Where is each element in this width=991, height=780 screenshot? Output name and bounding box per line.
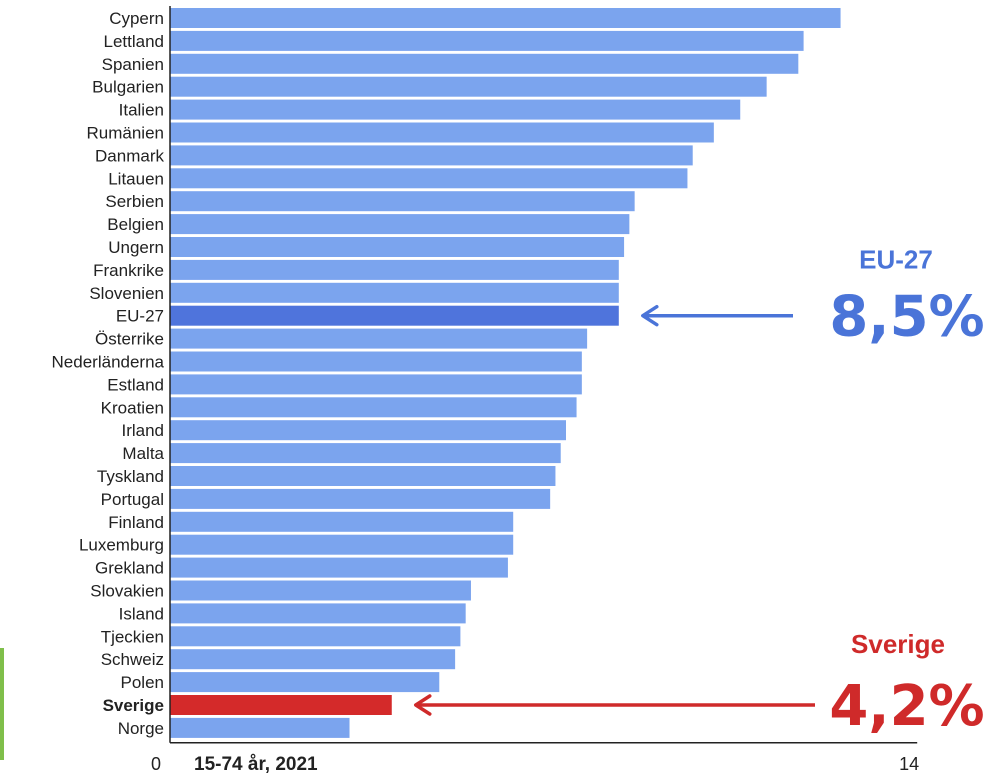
bar-norge (170, 717, 350, 738)
bar-belgien (170, 214, 630, 235)
category-label-nederlanderna: Nederländerna (52, 353, 165, 372)
category-label-ungern: Ungern (108, 238, 164, 257)
bar-cypern (170, 8, 841, 28)
bar-nederlanderna (170, 351, 582, 372)
category-label-island: Island (119, 604, 164, 623)
bar-sverige (170, 695, 392, 715)
category-label-sverige: Sverige (103, 696, 164, 715)
bar-malta (170, 443, 561, 464)
bar-osterrike (170, 328, 588, 349)
category-label-portugal: Portugal (101, 490, 164, 509)
category-label-malta: Malta (122, 444, 164, 463)
category-label-lettland: Lettland (104, 32, 165, 51)
category-label-rumanien: Rumänien (87, 124, 165, 143)
category-label-irland: Irland (121, 421, 164, 440)
category-label-serbien: Serbien (105, 192, 164, 211)
bar-kroatien (170, 397, 577, 418)
bar-island (170, 603, 466, 624)
bar-danmark (170, 145, 693, 166)
category-label-belgien: Belgien (107, 215, 164, 234)
x-tick-label-max: 14 (899, 754, 919, 774)
bar-rumanien (170, 122, 714, 143)
category-label-spanien: Spanien (102, 55, 164, 74)
bar-slovenien (170, 282, 619, 303)
category-label-slovenien: Slovenien (89, 284, 164, 303)
category-labels: Cypern Lettland Spanien Bulgarien Italien Rum… (52, 9, 165, 738)
category-label-slovakien: Slovakien (90, 582, 164, 601)
bar-tyskland (170, 466, 556, 486)
chart-subtitle: 15-74 år, 2021 (194, 754, 318, 775)
bar-finland (170, 511, 514, 532)
category-label-finland: Finland (108, 513, 164, 532)
left-edge-accent (0, 648, 4, 760)
bar-spanien (170, 53, 799, 74)
category-label-schweiz: Schweiz (101, 650, 164, 669)
x-tick-label-min: 0 (151, 754, 161, 774)
category-label-norge: Norge (118, 719, 164, 738)
annotation-arrow-head-sverige (414, 694, 432, 716)
category-label-kroatien: Kroatien (101, 398, 164, 417)
annotations-group: EU-27 8,5% Sverige 4,2% (414, 245, 985, 739)
category-label-italien: Italien (119, 101, 164, 120)
category-label-estland: Estland (107, 375, 164, 394)
bars-group (170, 8, 841, 738)
bar-bulgarien (170, 76, 767, 97)
bar-litauen (170, 168, 688, 189)
bar-estland (170, 374, 582, 395)
category-label-bulgarien: Bulgarien (92, 78, 164, 97)
annotation-value-eu-27: 8,5% (829, 285, 984, 350)
bar-tjeckien (170, 626, 461, 647)
bar-luxemburg (170, 534, 514, 555)
bar-irland (170, 420, 566, 441)
bar-frankrike (170, 259, 619, 280)
bar-polen (170, 672, 440, 693)
category-label-litauen: Litauen (108, 169, 164, 188)
bar-schweiz (170, 649, 456, 670)
category-label-luxemburg: Luxemburg (79, 536, 164, 555)
annotation-label-eu-27: EU-27 (859, 245, 933, 275)
bar-portugal (170, 488, 551, 509)
bar-ungern (170, 237, 625, 257)
category-label-danmark: Danmark (95, 146, 164, 165)
bar-italien (170, 99, 741, 120)
category-label-tjeckien: Tjeckien (101, 627, 164, 646)
annotation-label-sverige: Sverige (851, 629, 945, 659)
category-label-osterrike: Österrike (95, 330, 164, 349)
bar-slovakien (170, 580, 471, 601)
bar-serbien (170, 191, 635, 212)
category-label-tyskland: Tyskland (97, 467, 164, 486)
category-label-polen: Polen (121, 673, 164, 692)
category-label-grekland: Grekland (95, 559, 164, 578)
category-label-cypern: Cypern (109, 9, 164, 28)
category-label-eu-27: EU-27 (116, 307, 164, 326)
category-label-frankrike: Frankrike (93, 261, 164, 280)
bar-grekland (170, 557, 508, 578)
annotation-arrow-head-eu-27 (641, 304, 659, 327)
bar-lettland (170, 30, 804, 51)
annotation-value-sverige: 4,2% (829, 674, 984, 739)
bar-eu-27 (170, 305, 619, 326)
